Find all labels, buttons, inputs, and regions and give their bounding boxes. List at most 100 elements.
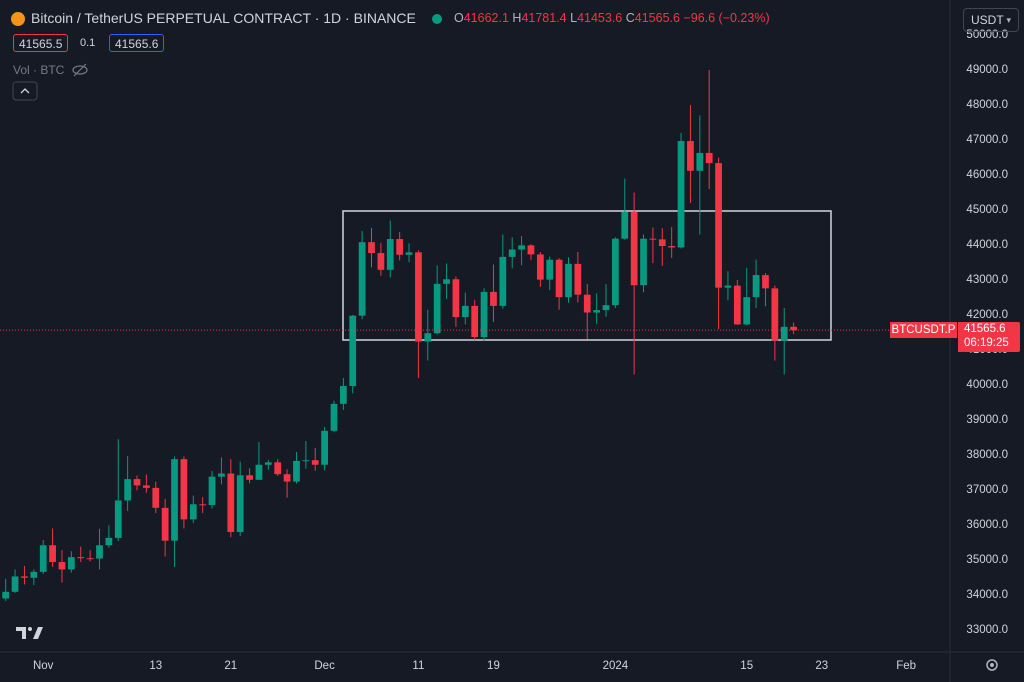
y-tick-label: 35000.0: [966, 554, 1008, 566]
candle-body: [536, 254, 544, 280]
y-tick-label: 45000.0: [966, 204, 1008, 216]
candle-body: [490, 291, 497, 306]
candle-body: [236, 475, 244, 532]
visibility-icon[interactable]: [72, 63, 88, 77]
candle-body: [733, 285, 741, 325]
candle-body: [612, 238, 619, 306]
candle-body: [180, 459, 188, 520]
y-tick-label: 47000.0: [966, 134, 1008, 146]
last-price-tag: 41565.6 06:19:25: [958, 322, 1020, 353]
candle-body: [405, 252, 413, 255]
low-letter: L: [570, 11, 578, 25]
y-tick-label: 40000.0: [966, 379, 1008, 391]
candle-body: [358, 242, 366, 316]
candle-body: [396, 239, 404, 255]
symbol-title[interactable]: Bitcoin / TetherUS PERPETUAL CONTRACT · …: [31, 10, 416, 26]
high-value: 41781.4: [521, 11, 567, 25]
y-tick-label: 42000.0: [966, 309, 1008, 321]
candle-body: [780, 326, 788, 341]
candle-body: [658, 239, 666, 247]
candle-body: [743, 297, 751, 325]
candle-body: [452, 279, 460, 318]
candle-body: [574, 263, 582, 295]
currency-label: USDT: [971, 13, 1004, 27]
candle-body: [321, 430, 328, 465]
candle-body: [715, 163, 722, 288]
candle-body: [349, 315, 357, 387]
candle-body: [133, 479, 141, 486]
y-tick-label: 46000.0: [966, 169, 1008, 181]
candle-body: [527, 245, 535, 255]
candle-body: [330, 403, 338, 431]
candle-body: [339, 386, 347, 404]
candle-body: [96, 545, 103, 559]
bitcoin-icon: [11, 12, 25, 26]
currency-dropdown[interactable]: USDT ▾: [963, 8, 1019, 32]
y-tick-label: 36000.0: [966, 519, 1008, 531]
candle-body: [49, 545, 56, 563]
candle-body: [302, 460, 310, 462]
volume-label: Vol · BTC: [13, 63, 65, 77]
candle-body: [274, 462, 282, 475]
change: −96.6 (−0.23%): [683, 11, 770, 25]
candle-body: [86, 558, 94, 560]
candle-body: [668, 246, 676, 248]
x-tick-label: 13: [149, 660, 162, 672]
candle-body: [424, 333, 432, 342]
candle-body: [30, 571, 38, 578]
candle-body: [415, 252, 422, 342]
collapse-button[interactable]: [12, 81, 38, 101]
range-box-drawing[interactable]: [342, 210, 832, 341]
candle-body: [227, 473, 235, 532]
candle-body: [283, 474, 291, 482]
candle-body: [443, 279, 450, 284]
candle-body: [39, 545, 47, 572]
candle-body: [602, 305, 610, 311]
candle-body: [77, 557, 85, 559]
candle-body: [246, 475, 253, 480]
candle-body: [255, 464, 263, 480]
y-tick-label: 43000.0: [966, 274, 1008, 286]
candle-body: [565, 263, 572, 298]
buy-button[interactable]: 41565.6: [109, 34, 165, 52]
candle-body: [58, 562, 66, 570]
candle-body: [546, 259, 554, 280]
x-tick-label: Feb: [896, 660, 916, 672]
candle-body: [189, 504, 197, 520]
candle-body: [105, 537, 113, 546]
candle-body: [208, 476, 216, 506]
open-value: 41662.1: [463, 11, 509, 25]
y-tick-label: 48000.0: [966, 99, 1008, 111]
candle-body: [480, 291, 488, 338]
x-tick-label: 11: [412, 660, 424, 672]
candle-body: [630, 211, 638, 286]
bar-countdown: 06:19:25: [964, 337, 1009, 350]
candle-body: [218, 473, 225, 477]
candle-body: [771, 288, 779, 341]
candle-body: [555, 259, 563, 298]
candle-body: [199, 504, 207, 506]
high-letter: H: [512, 11, 522, 25]
low-value: 41453.6: [577, 11, 623, 25]
settings-gear[interactable]: [986, 659, 998, 671]
candle-body: [11, 576, 19, 592]
candle-body: [696, 152, 704, 171]
candle-body: [471, 305, 479, 338]
dropdown-caret: ▾: [1006, 15, 1011, 25]
candle-body: [593, 310, 601, 313]
candle-body: [21, 576, 28, 578]
candle-body: [640, 238, 647, 286]
candle-body: [67, 557, 75, 570]
y-tick-label: 37000.0: [966, 484, 1008, 496]
candle-body: [114, 500, 122, 538]
candle-body: [790, 326, 797, 331]
y-tick-label: 44000.0: [966, 239, 1008, 251]
candle-body: [677, 141, 685, 248]
candle-body: [152, 487, 160, 508]
symbol-price-tag: BTCUSDT.P: [890, 322, 957, 339]
candle-body: [368, 242, 375, 254]
sell-button[interactable]: 41565.5: [13, 34, 69, 52]
